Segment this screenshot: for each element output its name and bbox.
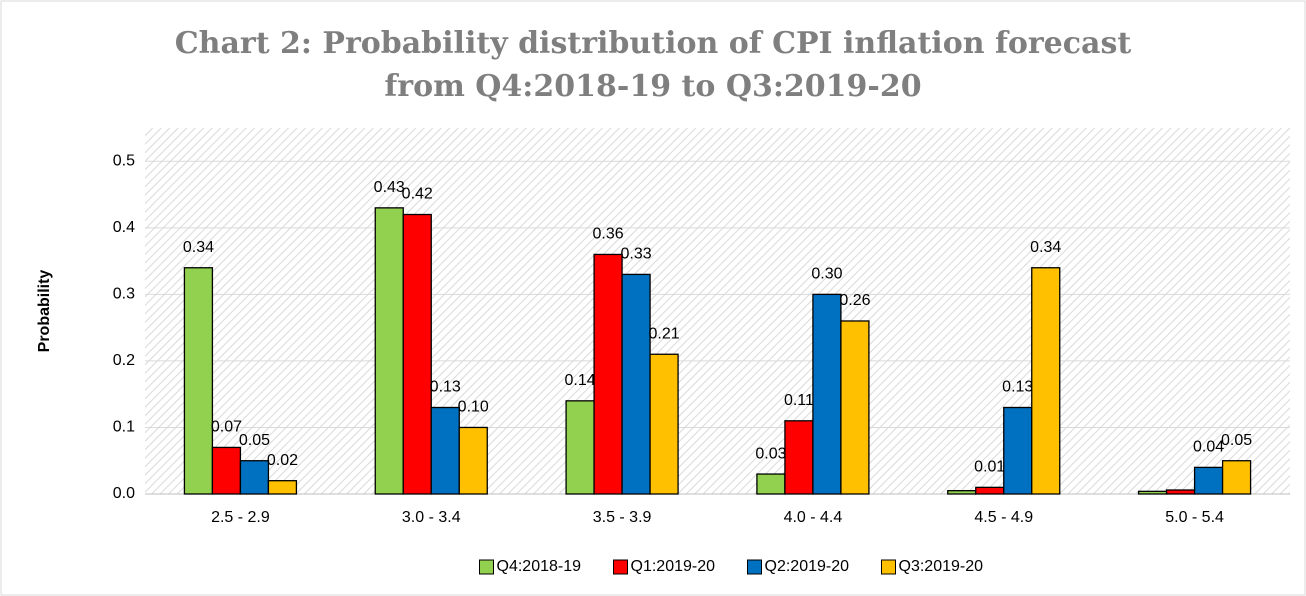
data-label: 0.04	[1193, 439, 1224, 456]
data-label: 0.43	[374, 179, 405, 196]
data-label: 0.10	[458, 399, 489, 416]
data-label: 0.30	[811, 266, 842, 283]
bar	[430, 406, 460, 495]
y-tick-label: 0.3	[113, 286, 135, 303]
y-tick-label: 0.4	[113, 219, 135, 236]
legend-swatch	[881, 559, 896, 575]
data-label: 0.13	[430, 379, 461, 396]
bar	[784, 420, 814, 495]
data-label: 0.01	[974, 459, 1005, 476]
bar	[756, 473, 786, 495]
legend-label: Q4:2018-19	[497, 558, 582, 575]
x-tick-label: 3.0 - 3.4	[402, 509, 461, 526]
bar	[840, 320, 870, 495]
chart-title: from Q4:2018-19 to Q3:2019-20	[384, 69, 921, 104]
bar	[812, 293, 842, 495]
data-label: 0.21	[649, 325, 680, 342]
y-tick-label: 0.0	[113, 485, 135, 502]
bar	[211, 446, 242, 495]
bar	[1165, 489, 1196, 495]
y-tick-label: 0.2	[113, 352, 135, 369]
bar	[593, 253, 623, 495]
bar	[1031, 267, 1061, 495]
legend-swatch	[747, 559, 762, 575]
data-label: 0.33	[621, 246, 652, 263]
x-tick-label: 2.5 - 2.9	[211, 509, 270, 526]
legend-swatch	[479, 559, 494, 575]
y-tick-label: 0.1	[113, 419, 135, 436]
data-label: 0.42	[402, 186, 433, 203]
data-label: 0.34	[183, 239, 214, 256]
bar	[947, 490, 977, 495]
data-label: 0.14	[565, 372, 596, 389]
bar	[458, 426, 488, 495]
bar	[374, 207, 404, 495]
data-label: 0.05	[1221, 432, 1252, 449]
x-tick-label: 4.5 - 4.9	[974, 509, 1033, 526]
data-label: 0.13	[1002, 379, 1033, 396]
data-label: 0.02	[267, 452, 298, 469]
plot-area	[145, 128, 1290, 494]
legend-label: Q2:2019-20	[765, 558, 850, 575]
bar	[267, 480, 298, 495]
chart-title: Chart 2: Probability distribution of CPI…	[175, 26, 1132, 61]
bar	[1003, 406, 1033, 495]
y-axis-label: Probability	[36, 270, 53, 353]
data-label: 0.34	[1030, 239, 1061, 256]
bar	[565, 400, 595, 495]
bar	[1137, 490, 1168, 495]
bar	[239, 460, 270, 495]
x-tick-label: 3.5 - 3.9	[593, 509, 652, 526]
bar	[649, 353, 679, 495]
y-tick-label: 0.5	[113, 152, 135, 169]
data-label: 0.26	[839, 292, 870, 309]
data-label: 0.05	[239, 432, 270, 449]
bar	[1221, 460, 1252, 495]
data-label: 0.36	[593, 226, 624, 243]
bar	[183, 267, 214, 495]
bar	[621, 273, 651, 495]
bar	[975, 486, 1005, 495]
bar	[1193, 466, 1224, 495]
legend-label: Q1:2019-20	[631, 558, 716, 575]
data-label: 0.07	[211, 419, 242, 436]
legend-label: Q3:2019-20	[899, 558, 984, 575]
data-label: 0.03	[755, 445, 786, 462]
x-tick-label: 5.0 - 5.4	[1165, 509, 1224, 526]
data-label: 0.11	[784, 392, 814, 409]
bar	[402, 213, 432, 495]
x-tick-label: 4.0 - 4.4	[784, 509, 843, 526]
legend-swatch	[613, 559, 628, 575]
